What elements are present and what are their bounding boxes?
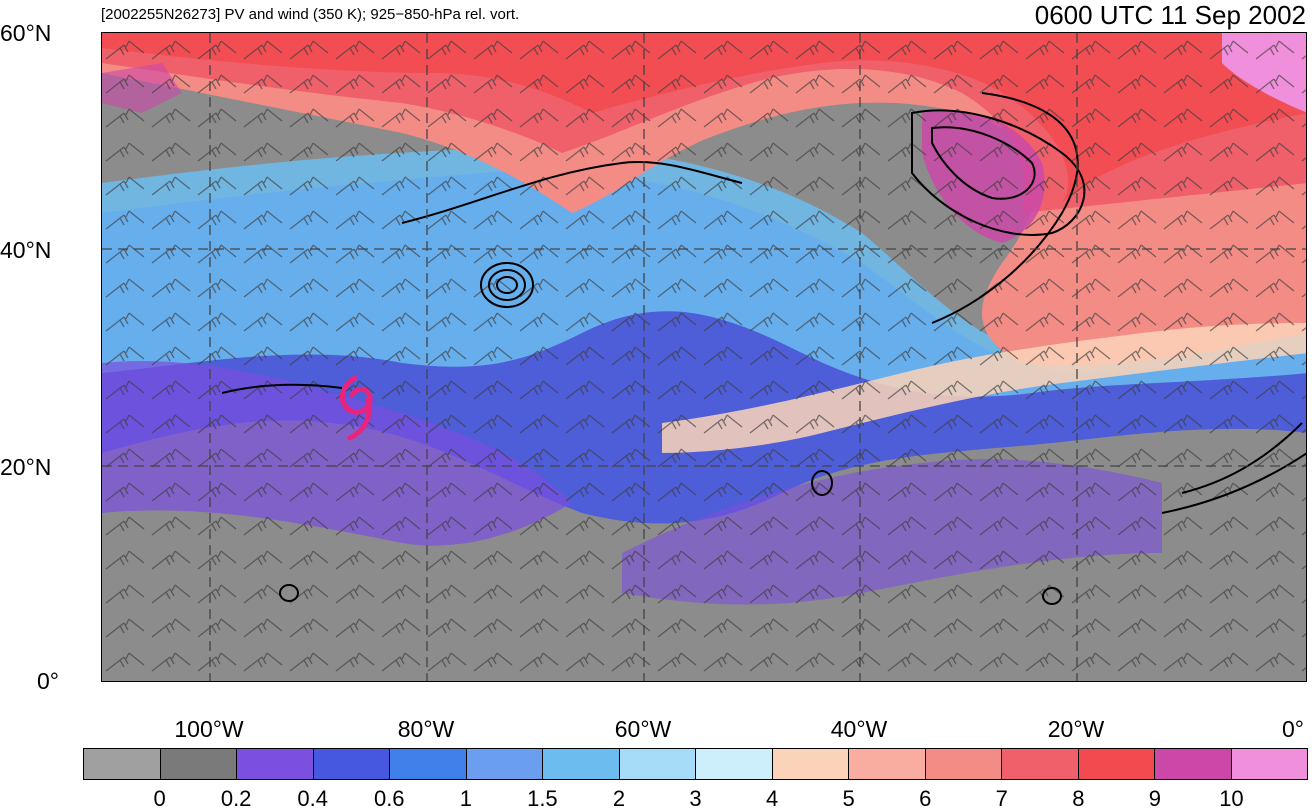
colorbar-box [466, 749, 543, 779]
colorbar-box [1002, 749, 1079, 779]
colorbar-box [772, 749, 849, 779]
colorbar-box [160, 749, 237, 779]
lon-label-60w: 60°W [614, 716, 672, 742]
lon-label-100w: 100°W [174, 716, 244, 742]
colorbar-label: 4 [765, 786, 779, 811]
lat-label-eq: 0° [37, 668, 59, 694]
pv-map [101, 32, 1307, 682]
colorbar-label: 6 [919, 786, 932, 811]
colorbar-label: 0 [153, 786, 166, 811]
valid-time: 0600 UTC 11 Sep 2002 [1034, 0, 1306, 30]
colorbar-box [619, 749, 696, 779]
vorticity-contours [221, 92, 1306, 605]
colorbar-box [390, 749, 467, 779]
colorbar [83, 748, 1308, 780]
colorbar-label: 3 [689, 786, 702, 811]
colorbar-box [1231, 749, 1307, 779]
colorbar-label: 2 [612, 786, 626, 811]
colorbar-label: 5 [842, 786, 855, 811]
colorbar-label: 0.6 [373, 786, 405, 811]
plot-title: [2002255N26273] PV and wind (350 K); 925… [101, 6, 520, 23]
colorbar-box [543, 749, 620, 779]
graticule [102, 33, 1306, 681]
colorbar-box [925, 749, 1002, 779]
colorbar-label: 7 [995, 786, 1008, 811]
lat-label-20n: 20°N [0, 454, 52, 480]
colorbar-label: 9 [1148, 786, 1161, 811]
colorbar-box [849, 749, 926, 779]
lon-label-80w: 80°W [397, 716, 455, 742]
colorbar-label: 8 [1072, 786, 1085, 811]
lon-label-40w: 40°W [830, 716, 888, 742]
lon-label-20w: 20°W [1047, 716, 1105, 742]
lat-label-60n: 60°N [0, 20, 52, 46]
lat-label-40n: 40°N [0, 237, 52, 263]
colorbar-box [237, 749, 314, 779]
colorbar-label: 1.5 [527, 786, 558, 811]
wind-barbs [102, 33, 1306, 681]
colorbar-box [696, 749, 773, 779]
colorbar-box [84, 749, 161, 779]
lon-label-0: 0° [1282, 716, 1304, 742]
tropical-cyclone-icon [339, 375, 373, 441]
colorbar-box [313, 749, 390, 779]
colorbar-label: 0.2 [220, 786, 252, 811]
colorbar-label: 1 [459, 786, 472, 811]
colorbar-box [1078, 749, 1155, 779]
colorbar-label: 0.4 [297, 786, 328, 811]
colorbar-box [1155, 749, 1232, 779]
colorbar-label: 10 [1219, 786, 1244, 811]
